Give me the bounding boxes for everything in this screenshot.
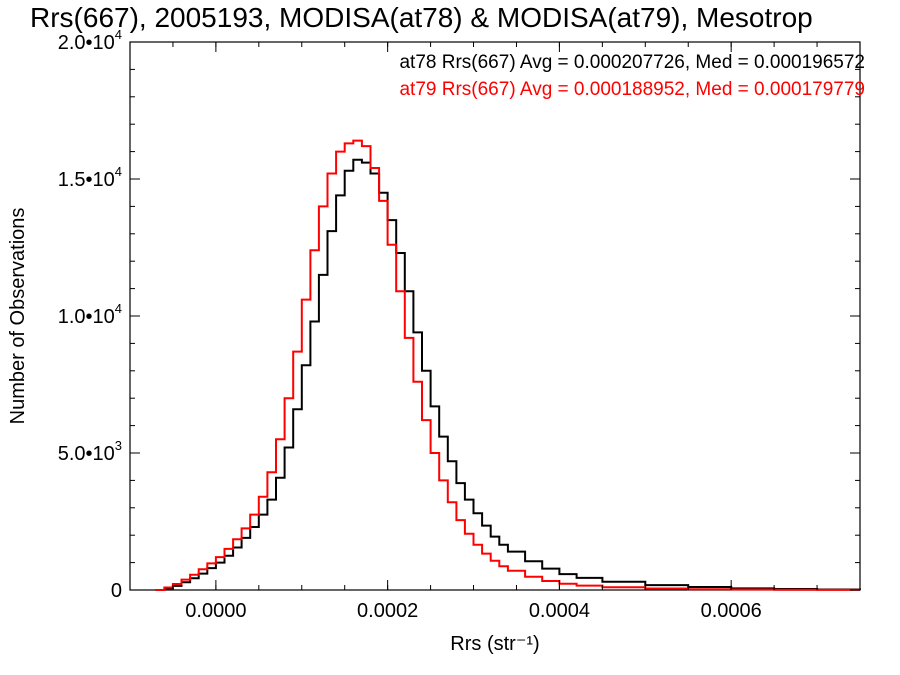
y-tick-base: 2.0•10 — [58, 32, 115, 54]
annotation-at79: at79 Rrs(667) Avg = 0.000188952, Med = 0… — [399, 79, 865, 100]
x-tick-label: 0.0004 — [529, 600, 590, 622]
y-tick-label: 0 — [111, 580, 122, 602]
y-axis-label: Number of Observations — [7, 208, 29, 425]
y-tick-label: 1.0•104 — [58, 301, 122, 328]
x-tick-label: 0.0002 — [357, 600, 418, 622]
x-tick-label: 0.0006 — [701, 600, 762, 622]
x-tick-label: 0.0000 — [185, 600, 246, 622]
y-tick-base: 5.0•10 — [58, 443, 115, 465]
plot-area: 0.0000 0.0002 0.0004 0.0006 05.0•1031.0•104… — [58, 27, 861, 622]
y-tick-label: 1.5•104 — [58, 164, 122, 191]
x-axis-label: Rrs (str⁻¹) — [450, 633, 539, 655]
y-tick-exponent: 3 — [115, 438, 122, 453]
series-curve-1 — [155, 139, 860, 591]
y-tick-base: 0 — [111, 580, 122, 602]
y-tick-exponent: 4 — [115, 164, 122, 179]
series-curve-0 — [155, 158, 861, 591]
y-tick-exponent: 4 — [115, 301, 122, 316]
y-tick-label: 2.0•104 — [58, 27, 122, 54]
plot-frame — [129, 41, 861, 591]
y-tick-base: 1.5•10 — [58, 169, 115, 191]
x-axis-ticks: 0.0000 0.0002 0.0004 0.0006 — [129, 42, 861, 622]
y-tick-label: 5.0•103 — [58, 438, 122, 465]
y-tick-base: 1.0•10 — [58, 306, 115, 328]
histogram-curves — [155, 139, 861, 591]
annotation-at78: at78 Rrs(667) Avg = 0.000207726, Med = 0… — [399, 52, 865, 73]
chart-title: Rrs(667), 2005193, MODISA(at78) & MODISA… — [30, 2, 813, 33]
y-tick-exponent: 4 — [115, 27, 122, 42]
